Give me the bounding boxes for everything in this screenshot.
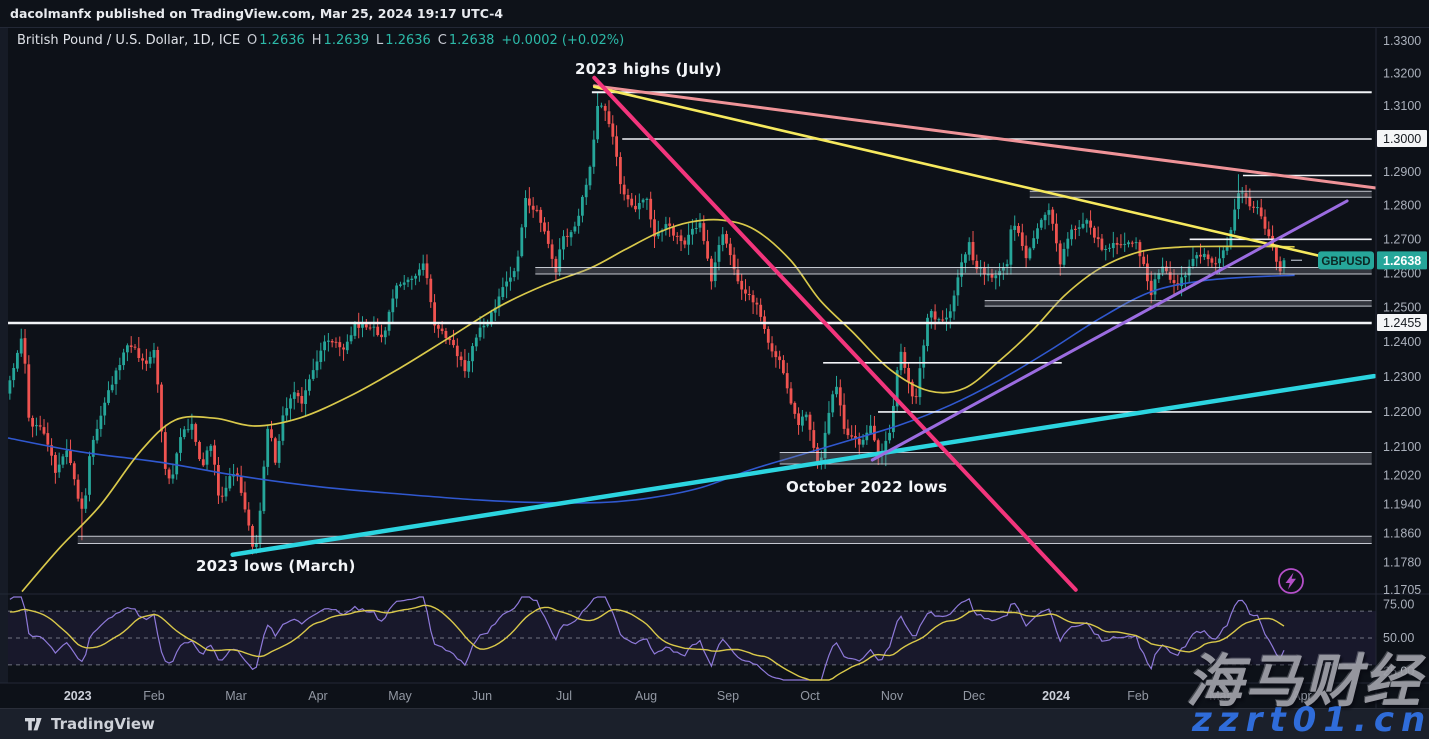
svg-text:May: May [388,689,412,703]
svg-text:Feb: Feb [1127,689,1149,703]
current-price-label: 1.2638 [1377,251,1427,270]
svg-text:1.1940: 1.1940 [1383,497,1421,511]
price-zone[interactable] [1029,190,1372,198]
attribution-text: dacolmanfx published on TradingView.com,… [10,6,504,21]
svg-text:1.3200: 1.3200 [1383,66,1421,80]
close-value: 1.2638 [448,33,495,48]
svg-text:Oct: Oct [800,689,820,703]
svg-text:1.2900: 1.2900 [1383,165,1421,179]
rsi-ma-line[interactable] [9,604,1285,681]
ohlc-header: British Pound / U.S. Dollar, 1D, ICE O 1… [17,33,624,48]
svg-text:1.2020: 1.2020 [1383,469,1421,483]
symbol-title[interactable]: British Pound / U.S. Dollar, 1D, ICE [17,33,241,48]
svg-text:Mar: Mar [225,689,247,703]
svg-text:2024: 2024 [1042,689,1070,703]
svg-text:1.2300: 1.2300 [1383,370,1421,384]
axis-label-highlight: 1.3000 [1377,130,1427,148]
watermark-domain: zzrt01.cn [1192,700,1429,739]
svg-text:1.2600: 1.2600 [1383,266,1421,280]
left-gutter [0,28,8,683]
svg-text:Jun: Jun [472,689,492,703]
svg-text:1.3100: 1.3100 [1383,99,1421,113]
svg-text:1.2700: 1.2700 [1383,232,1421,246]
close-label: C [437,33,447,48]
low-label: L [376,33,384,48]
svg-text:1.2400: 1.2400 [1383,335,1421,349]
open-value: 1.2636 [259,33,305,48]
svg-text:Mar: Mar [1209,689,1231,703]
axes: 1.3300 1.3200 1.3100 1.2900 1.2800 1.2700 1.26… [0,28,1429,708]
svg-text:25.00: 25.00 [1383,665,1414,679]
high-value: 1.2639 [323,33,370,48]
trendline-resistance-salmon[interactable] [592,84,1376,190]
trendline-steep-pink[interactable] [592,75,1078,592]
svg-text:1.1705: 1.1705 [1383,583,1421,597]
trendline-resistance-yellow[interactable] [592,85,1339,262]
footer-bar: TradingView [0,708,1429,739]
change-value: +0.0002 (+0.02%) [501,33,625,48]
svg-text:Jul: Jul [556,689,572,703]
brand-name[interactable]: TradingView [51,715,155,733]
ma-fast-yellow[interactable] [21,218,1295,593]
trendline-rising-purple[interactable] [870,199,1349,462]
svg-text:Apr: Apr [1292,689,1311,703]
svg-text:Feb: Feb [143,689,165,703]
rsi-line[interactable] [9,596,1285,681]
svg-text:1.2455: 1.2455 [1383,316,1421,330]
price-zone[interactable] [984,300,1372,307]
low-value: 1.2636 [385,33,431,48]
svg-text:Nov: Nov [881,689,904,703]
svg-text:1.3300: 1.3300 [1383,34,1421,48]
trendline-descending-cyan[interactable] [230,373,1376,557]
svg-text:1.1860: 1.1860 [1383,526,1421,540]
svg-text:1.3000: 1.3000 [1383,132,1421,146]
ma-slow-blue[interactable] [7,274,1295,504]
svg-text:1.2500: 1.2500 [1383,301,1421,315]
svg-text:Dec: Dec [963,689,985,703]
open-label: O [247,33,258,48]
svg-text:1.2100: 1.2100 [1383,440,1421,454]
main-pane [7,75,1376,593]
svg-text:1.2638: 1.2638 [1383,254,1421,268]
rsi-pane [8,596,1376,681]
svg-text:GBPUSD: GBPUSD [1321,256,1370,268]
annotation-2023-lows: 2023 lows (March) [196,557,356,575]
svg-text:1.2800: 1.2800 [1383,199,1421,213]
svg-text:Aug: Aug [635,689,657,703]
svg-text:Sep: Sep [717,689,739,703]
lightning-icon[interactable] [1278,568,1304,594]
price-zone[interactable] [535,266,1372,275]
watermark-cjk: 海马财经 [1186,649,1422,715]
annotation-2023-highs: 2023 highs (July) [575,60,722,78]
annotation-october-lows: October 2022 lows [786,478,948,496]
high-label: H [311,33,322,48]
candles-layer [8,92,1286,555]
svg-text:75.00: 75.00 [1383,597,1414,611]
symbol-tag: GBPUSD [1318,251,1374,270]
svg-text:50.00: 50.00 [1383,631,1414,645]
svg-text:1.1780: 1.1780 [1383,555,1421,569]
tradingview-logo-icon[interactable] [24,716,43,733]
axis-label-highlight: 1.2455 [1377,313,1427,331]
price-zone[interactable] [77,535,1372,544]
svg-text:2023: 2023 [64,689,92,703]
svg-text:Apr: Apr [308,689,327,703]
svg-text:1.2200: 1.2200 [1383,405,1421,419]
attribution-bar: dacolmanfx published on TradingView.com,… [0,0,1429,28]
